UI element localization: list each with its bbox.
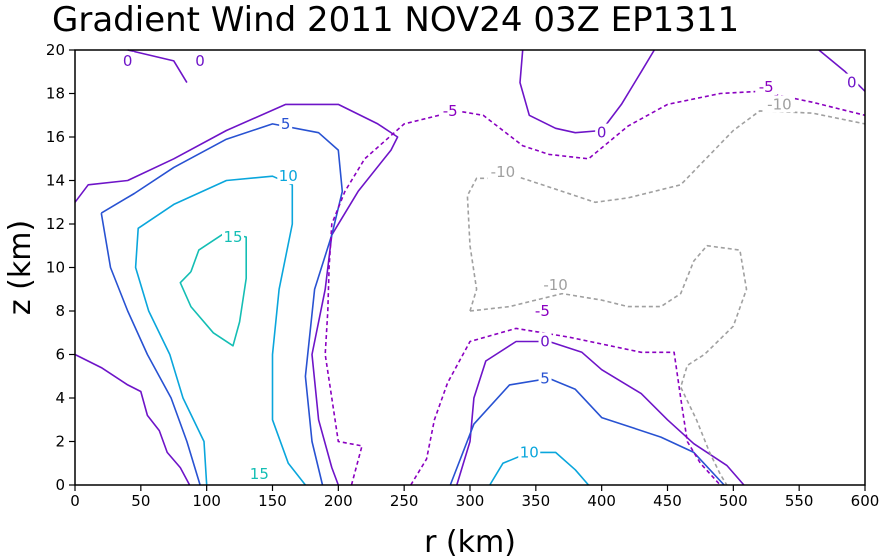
contour-label-bg-1 xyxy=(121,51,135,69)
contour-line--10-14 xyxy=(466,110,866,312)
contour-label-bg-9 xyxy=(222,228,244,246)
contour-label-bg-10 xyxy=(248,465,271,483)
contour-label-bg-13 xyxy=(531,302,554,319)
contour-label-2: 0 xyxy=(597,124,607,142)
contour-line-10-9 xyxy=(134,175,307,486)
contour-line--5-12 xyxy=(324,90,866,486)
contour-line-0-5 xyxy=(456,340,745,486)
x-tick-label-5: 250 xyxy=(390,492,419,510)
contour-label-bg-14 xyxy=(487,162,519,180)
chart-title: Gradient Wind 2011 NOV24 03Z EP1311 xyxy=(52,0,739,40)
y-tick-label-2: 4 xyxy=(55,389,65,407)
contour-label-4: 0 xyxy=(540,332,550,350)
contour-line-5-7 xyxy=(100,212,201,486)
contour-label-11: -5 xyxy=(443,102,458,120)
contour-label-bg-7 xyxy=(277,167,300,185)
contour-line-5-6 xyxy=(100,123,344,486)
contour-lines xyxy=(74,49,866,486)
contour-line-0-2 xyxy=(127,49,188,84)
contour-label-1: 0 xyxy=(123,52,133,70)
contour-label-bg-16 xyxy=(540,275,572,293)
y-axis-ticks: 0 2 4 6 8 10 12 14 16 18 20 xyxy=(46,41,75,494)
x-tick-label-11: 550 xyxy=(785,492,814,510)
contour-label-bg-5 xyxy=(279,114,293,132)
contour-label-6: 5 xyxy=(540,369,550,387)
y-tick-label-8: 16 xyxy=(46,128,65,146)
contour-line-5-8 xyxy=(449,377,725,486)
contour-label-13: -5 xyxy=(535,302,550,320)
contour-label-12: -5 xyxy=(759,78,774,96)
x-tick-label-12: 600 xyxy=(851,492,879,510)
x-tick-label-6: 300 xyxy=(456,492,485,510)
contour-label-bg-8 xyxy=(518,443,541,461)
x-tick-label-1: 50 xyxy=(131,492,150,510)
y-tick-label-7: 14 xyxy=(46,172,65,190)
y-tick-label-10: 20 xyxy=(46,41,65,59)
contour-label-5: 5 xyxy=(281,115,291,133)
y-tick-label-0: 0 xyxy=(55,476,65,494)
y-axis-label: z (km) xyxy=(3,220,38,315)
x-tick-label-4: 200 xyxy=(324,492,353,510)
contour-label-bg-6 xyxy=(538,369,552,387)
contour-label-bg-12 xyxy=(755,77,778,95)
contour-line--10-15 xyxy=(469,244,748,486)
x-axis-label: r (km) xyxy=(424,525,516,559)
contour-label-7: 10 xyxy=(279,167,298,185)
contour-label-bg-2 xyxy=(595,123,609,141)
contour-label-bg-3 xyxy=(845,73,859,91)
y-tick-label-1: 2 xyxy=(55,433,65,451)
contour-label-bg-0 xyxy=(193,51,207,69)
x-tick-label-3: 150 xyxy=(258,492,287,510)
contour-line-0-4 xyxy=(818,49,866,92)
y-tick-label-6: 12 xyxy=(46,215,65,233)
contour-line--5-13 xyxy=(410,327,721,486)
x-tick-label-10: 500 xyxy=(719,492,748,510)
contour-label-9: 15 xyxy=(223,228,242,246)
contour-label-bg-15 xyxy=(763,95,795,113)
contour-line-15-11 xyxy=(179,231,247,347)
contour-label-16: -10 xyxy=(543,276,568,294)
x-tick-label-2: 100 xyxy=(192,492,221,510)
contour-line-0-1 xyxy=(74,353,191,486)
contour-line-0-0 xyxy=(74,103,399,486)
contour-line-0-3 xyxy=(519,49,655,134)
x-tick-label-9: 450 xyxy=(653,492,682,510)
y-tick-label-3: 6 xyxy=(55,346,65,364)
x-axis-ticks: 0 50 100 150 200 250 300 350 400 450 500 550 600 xyxy=(70,485,879,510)
contour-label-0: 0 xyxy=(195,52,205,70)
contour-label-bg-4 xyxy=(538,332,552,350)
x-tick-label-8: 400 xyxy=(587,492,616,510)
contour-label-bg-11 xyxy=(439,101,462,119)
y-tick-label-9: 18 xyxy=(46,85,65,103)
contour-label-8: 10 xyxy=(520,443,539,461)
contour-label-15: -10 xyxy=(767,95,792,113)
y-tick-label-4: 8 xyxy=(55,302,65,320)
contour-label-3: 0 xyxy=(847,74,857,92)
x-tick-label-7: 350 xyxy=(522,492,551,510)
contour-line-10-10 xyxy=(489,451,590,486)
contour-label-14: -10 xyxy=(491,163,516,181)
x-tick-label-0: 0 xyxy=(70,492,80,510)
contour-label-10: 15 xyxy=(250,465,269,483)
y-tick-label-5: 10 xyxy=(46,259,65,277)
